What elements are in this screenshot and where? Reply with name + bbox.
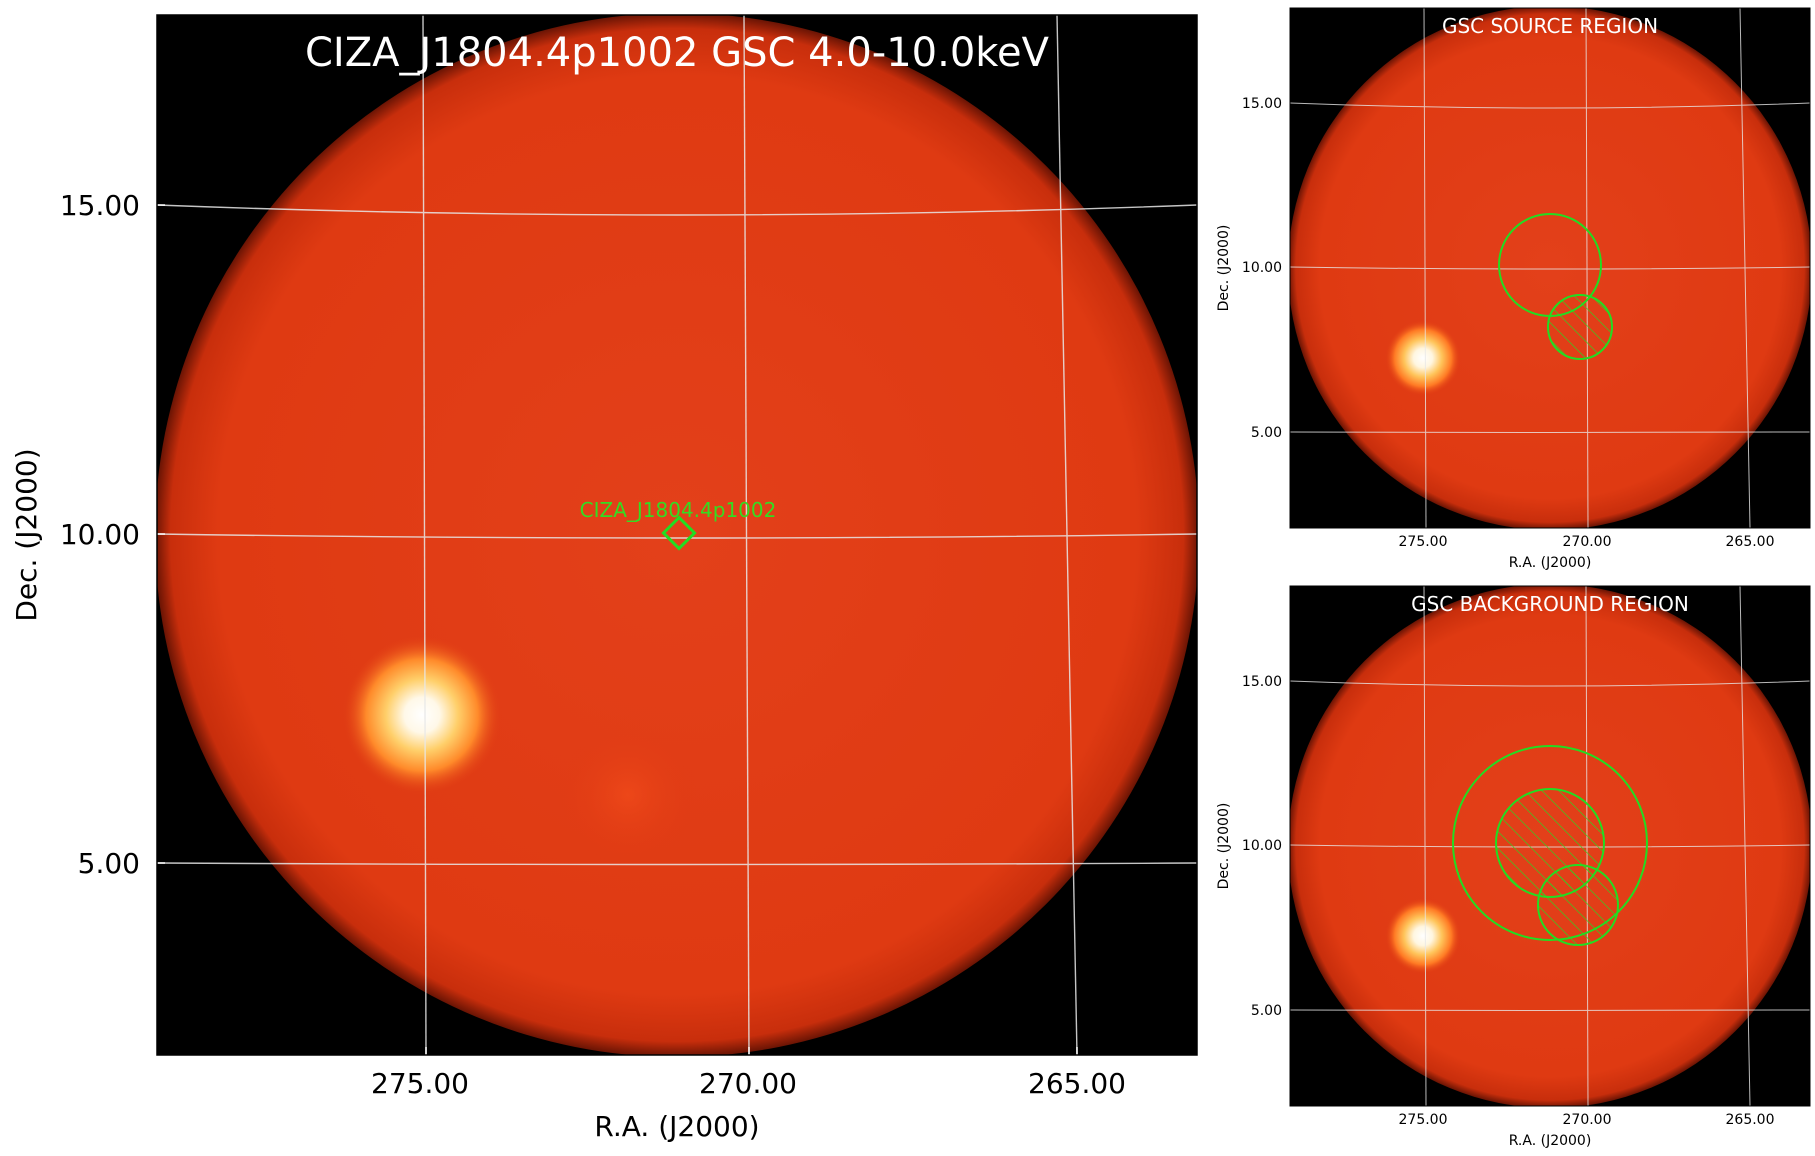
coordinate-grid bbox=[1290, 8, 1810, 528]
x-axis-label: R.A. (J2000) bbox=[1509, 555, 1592, 571]
source-region-panel: GSC SOURCE REGION 15.00 10.00 5.00 275.0… bbox=[1216, 7, 1811, 571]
x-tick-265: 265.00 bbox=[1028, 1067, 1126, 1100]
panel-frame bbox=[1289, 585, 1811, 1107]
bright-x-ray-source bbox=[1385, 898, 1461, 974]
tick-marks bbox=[157, 204, 1078, 1055]
x-axis-label: R.A. (J2000) bbox=[594, 1110, 759, 1143]
background-region-panel: GSC BACKGROUND REGION 15.00 10.00 5.00 2… bbox=[1216, 585, 1811, 1149]
x-tick-270: 270.00 bbox=[1563, 534, 1612, 550]
y-tick-10: 10.00 bbox=[1242, 260, 1282, 276]
x-tick-275: 275.00 bbox=[1399, 534, 1448, 550]
x-tick-270: 270.00 bbox=[699, 1067, 797, 1100]
main-frame bbox=[156, 14, 1198, 1056]
faint-emission bbox=[558, 725, 698, 865]
y-tick-5: 5.00 bbox=[78, 847, 140, 880]
panel-frame bbox=[1289, 7, 1811, 529]
y-axis-label: Dec. (J2000) bbox=[1216, 803, 1232, 890]
y-tick-15: 15.00 bbox=[60, 189, 140, 222]
y-axis-label: Dec. (J2000) bbox=[1216, 225, 1232, 312]
source-label: CIZA_J1804.4p1002 bbox=[580, 498, 777, 522]
y-tick-15: 15.00 bbox=[1242, 674, 1282, 690]
x-axis-label: R.A. (J2000) bbox=[1509, 1133, 1592, 1149]
x-tick-265: 265.00 bbox=[1726, 1112, 1775, 1128]
main-title: CIZA_J1804.4p1002 GSC 4.0-10.0keV bbox=[305, 30, 1050, 76]
y-tick-10: 10.00 bbox=[60, 518, 140, 551]
excluded-region-circle bbox=[1537, 864, 1619, 946]
panel-title: GSC BACKGROUND REGION bbox=[1411, 592, 1689, 616]
x-tick-270: 270.00 bbox=[1563, 1112, 1612, 1128]
y-tick-5: 5.00 bbox=[1251, 425, 1282, 441]
main-sky-map: CIZA_J1804.4p1002 CIZA_J1804.4p1002 GSC … bbox=[10, 14, 1198, 1143]
field-of-view bbox=[157, 15, 1197, 1055]
x-tick-265: 265.00 bbox=[1726, 534, 1775, 550]
bright-x-ray-source bbox=[1385, 320, 1461, 396]
y-tick-5: 5.00 bbox=[1251, 1003, 1282, 1019]
y-axis-label: Dec. (J2000) bbox=[10, 448, 43, 621]
source-marker-diamond bbox=[661, 515, 697, 551]
x-tick-275: 275.00 bbox=[1399, 1112, 1448, 1128]
excluded-region-circle bbox=[1547, 294, 1613, 360]
bright-x-ray-source bbox=[342, 635, 502, 795]
background-annulus-outer bbox=[1452, 745, 1648, 941]
field-of-view bbox=[1290, 8, 1810, 528]
x-tick-275: 275.00 bbox=[371, 1067, 469, 1100]
coordinate-grid bbox=[157, 15, 1197, 1055]
panel-title: GSC SOURCE REGION bbox=[1442, 14, 1658, 38]
y-tick-10: 10.00 bbox=[1242, 838, 1282, 854]
y-tick-15: 15.00 bbox=[1242, 96, 1282, 112]
